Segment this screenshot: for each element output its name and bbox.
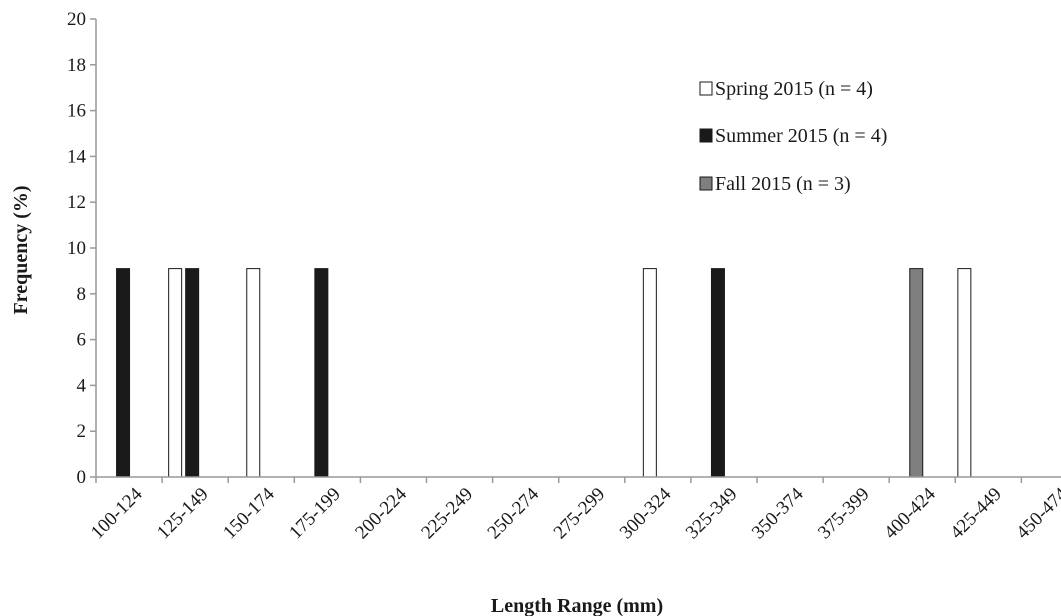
y-tick-label: 6: [77, 330, 87, 351]
bar: [957, 268, 972, 478]
x-tick-label: 250-274: [484, 483, 544, 543]
y-tick-label: 2: [77, 421, 87, 442]
legend: Spring 2015 (n = 4) Summer 2015 (n = 4) Fa…: [699, 78, 887, 195]
bar: [710, 268, 725, 478]
bar: [185, 268, 200, 478]
bar: [314, 268, 329, 478]
x-tick-label: 450-474: [1012, 483, 1061, 543]
y-axis-title: Frequency (%): [10, 185, 32, 314]
legend-swatch: [699, 81, 713, 96]
x-tick-label: 175-199: [285, 484, 345, 544]
legend-label: Summer 2015 (n = 4): [715, 125, 887, 147]
legend-label: Spring 2015 (n = 4): [715, 78, 873, 100]
y-axis-ticks: 0 2 4 6 8 10 12 14 16 18 20: [67, 9, 96, 488]
x-axis-ticks: 100-124 125-149 150-174 175-199 200-224 225-2…: [87, 477, 1061, 543]
y-tick-label: 10: [67, 238, 86, 259]
y-tick-label: 4: [77, 375, 87, 396]
x-tick-label: 425-449: [946, 484, 1006, 544]
y-tick-label: 20: [67, 9, 86, 30]
x-tick-label: 100-124: [87, 483, 147, 543]
x-tick-label: 150-174: [219, 483, 279, 543]
y-tick-label: 14: [67, 146, 87, 167]
x-tick-label: 200-224: [351, 483, 411, 543]
y-tick-label: 12: [67, 192, 86, 213]
y-tick-label: 8: [77, 284, 87, 305]
x-tick-label: 325-349: [682, 484, 742, 544]
bar: [116, 268, 131, 478]
x-tick-label: 400-424: [880, 483, 940, 543]
x-axis-title: Length Range (mm): [491, 595, 663, 616]
legend-label: Fall 2015 (n = 3): [715, 173, 851, 195]
y-tick-label: 0: [77, 467, 87, 488]
bar: [909, 268, 924, 478]
x-tick-label: 275-299: [550, 484, 610, 544]
bar: [246, 268, 261, 478]
x-tick-label: 350-374: [748, 483, 808, 543]
x-tick-label: 300-324: [616, 483, 676, 543]
y-tick-label: 18: [67, 55, 86, 76]
y-tick-label: 16: [67, 101, 86, 122]
legend-swatch: [699, 128, 713, 143]
x-tick-label: 125-149: [153, 484, 213, 544]
legend-swatch: [699, 176, 713, 191]
bars: [116, 268, 972, 478]
bar: [168, 268, 183, 478]
x-tick-label: 375-399: [814, 484, 874, 544]
x-tick-label: 225-249: [417, 484, 477, 544]
bar: [642, 268, 657, 478]
